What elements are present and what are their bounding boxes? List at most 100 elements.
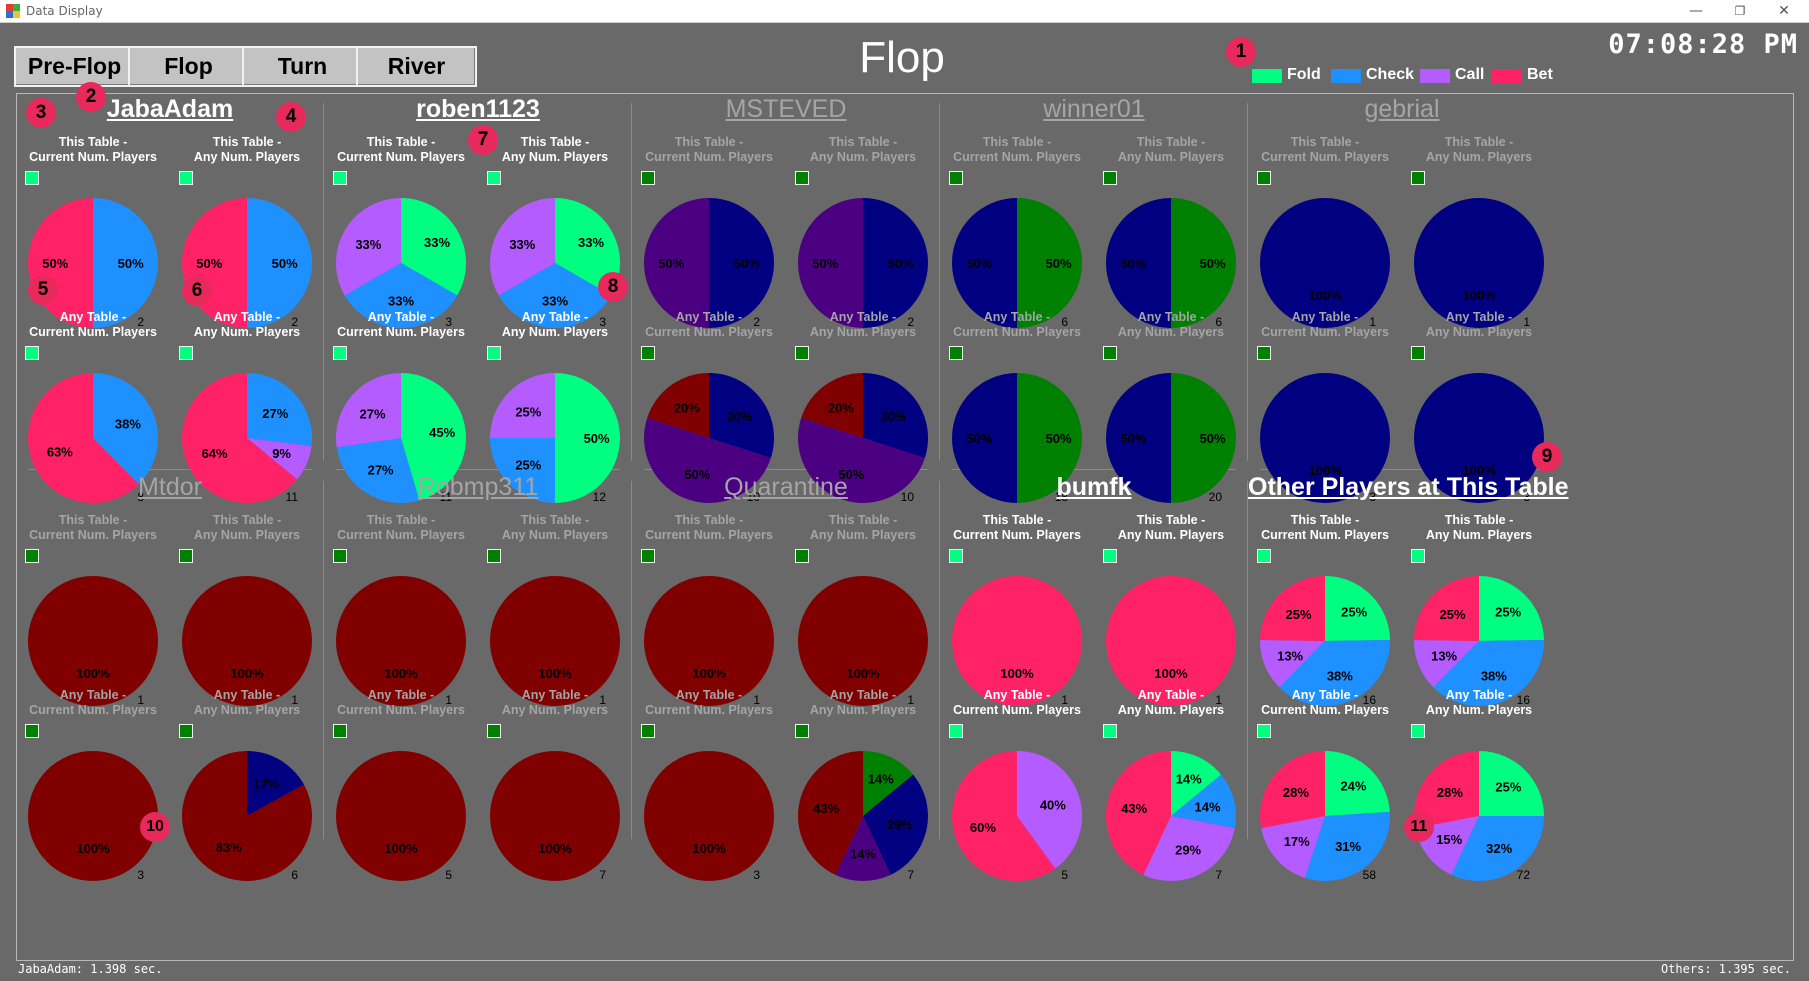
pie-slice-label: 100% — [692, 666, 726, 681]
player-name[interactable]: Robmp311 — [417, 473, 539, 501]
pie-slice-label: 38% — [115, 417, 141, 432]
street-button-river[interactable]: River — [356, 46, 477, 87]
pie-slice-label: 100% — [538, 841, 572, 856]
pie-slice-label: 50% — [1046, 256, 1072, 271]
player-name[interactable]: MSTEVED — [725, 95, 847, 123]
include-checkbox[interactable] — [1411, 171, 1425, 185]
include-checkbox[interactable] — [949, 346, 963, 360]
pie-chart: 100% — [1260, 373, 1390, 503]
street-button-pre-flop[interactable]: Pre-Flop — [14, 46, 135, 87]
include-checkbox[interactable] — [795, 549, 809, 563]
include-checkbox[interactable] — [949, 549, 963, 563]
pie-chart: 100% — [1260, 198, 1390, 328]
minimize-button[interactable]: — — [1689, 3, 1703, 19]
player-name[interactable]: gebrial — [1364, 95, 1440, 123]
sample-count: 58 — [1362, 868, 1376, 882]
stat-cell-title-line: Current Num. Players — [337, 325, 465, 339]
sample-count: 2 — [137, 315, 144, 329]
pie-slice-label: 14% — [1195, 800, 1221, 815]
include-checkbox[interactable] — [641, 724, 655, 738]
pie-chart: 50% 50% — [182, 198, 312, 328]
restore-button[interactable]: ❐ — [1734, 4, 1746, 18]
include-checkbox[interactable] — [1411, 724, 1425, 738]
include-checkbox[interactable] — [333, 549, 347, 563]
include-checkbox[interactable] — [25, 171, 39, 185]
stat-cell-title-line: Any Table - — [521, 310, 589, 324]
pie-slice-call — [798, 417, 925, 503]
stat-cell-title: Any Table - Current Num. Players — [1248, 310, 1402, 340]
include-checkbox[interactable] — [1257, 549, 1271, 563]
sample-count: 3 — [753, 868, 760, 882]
player-name[interactable]: roben1123 — [416, 95, 540, 123]
include-checkbox[interactable] — [487, 346, 501, 360]
include-checkbox[interactable] — [179, 549, 193, 563]
include-checkbox[interactable] — [1411, 346, 1425, 360]
pie-slice-call — [247, 438, 312, 480]
pie-slice-label: 100% — [76, 841, 110, 856]
include-checkbox[interactable] — [25, 549, 39, 563]
include-checkbox[interactable] — [333, 346, 347, 360]
pie-slice-label: 27% — [368, 463, 394, 478]
include-checkbox[interactable] — [641, 549, 655, 563]
pie-chart: 100% — [644, 576, 774, 706]
pie-slice-check — [952, 198, 1017, 328]
pie-slice-bet — [644, 576, 774, 706]
include-checkbox[interactable] — [179, 724, 193, 738]
include-checkbox[interactable] — [25, 346, 39, 360]
include-checkbox[interactable] — [641, 171, 655, 185]
pie-slice-label: 28% — [1437, 785, 1463, 800]
stat-cell: Any Table - Any Num. Players 100% 7 — [478, 688, 632, 888]
include-checkbox[interactable] — [1411, 549, 1425, 563]
include-checkbox[interactable] — [949, 171, 963, 185]
street-button-flop[interactable]: Flop — [128, 46, 249, 87]
sample-count: 1 — [291, 693, 298, 707]
street-button-turn[interactable]: Turn — [242, 46, 363, 87]
include-checkbox[interactable] — [1103, 346, 1117, 360]
pie-chart: 100% — [798, 576, 928, 706]
include-checkbox[interactable] — [795, 171, 809, 185]
include-checkbox[interactable] — [795, 724, 809, 738]
include-checkbox[interactable] — [641, 346, 655, 360]
pie-chart: 30% 50% 20% — [798, 373, 928, 503]
stat-cell: This Table - Current Num. Players 100% 1 — [940, 513, 1094, 713]
include-checkbox[interactable] — [1103, 549, 1117, 563]
include-checkbox[interactable] — [949, 724, 963, 738]
pie-chart: 100% — [1414, 373, 1544, 503]
include-checkbox[interactable] — [179, 171, 193, 185]
include-checkbox[interactable] — [487, 549, 501, 563]
include-checkbox[interactable] — [487, 724, 501, 738]
include-checkbox[interactable] — [487, 171, 501, 185]
include-checkbox[interactable] — [1257, 171, 1271, 185]
pie-slice-label: 50% — [1120, 431, 1146, 446]
include-checkbox[interactable] — [1103, 171, 1117, 185]
stat-cell-title-line: Current Num. Players — [645, 150, 773, 164]
pie-slice-label: 25% — [515, 458, 541, 473]
include-checkbox[interactable] — [795, 346, 809, 360]
include-checkbox[interactable] — [333, 724, 347, 738]
stat-cell-title: This Table - Current Num. Players — [324, 513, 478, 543]
stat-cell-title: Any Table - Current Num. Players — [324, 688, 478, 718]
include-checkbox[interactable] — [1257, 346, 1271, 360]
include-checkbox[interactable] — [1257, 724, 1271, 738]
player-name[interactable]: JabaAdam — [106, 95, 234, 123]
pie-slice-check — [1451, 816, 1544, 881]
player-name[interactable]: bumfk — [1056, 473, 1132, 501]
include-checkbox[interactable] — [25, 724, 39, 738]
pie-slice-label: 100% — [230, 666, 264, 681]
pie-slice-label: 14% — [850, 847, 876, 862]
close-button[interactable]: ✕ — [1778, 3, 1790, 19]
stat-cell-title: This Table - Current Num. Players — [632, 135, 786, 165]
include-checkbox[interactable] — [333, 171, 347, 185]
sample-count: 8 — [137, 490, 144, 504]
player-name[interactable]: Other Players at This Table — [1248, 473, 1569, 501]
player-name[interactable]: Quarantine — [724, 473, 848, 501]
stat-cell: Any Table - Current Num. Players 100% 3 — [1248, 310, 1402, 510]
stat-cell: This Table - Current Num. Players 50% 50% 6 — [940, 135, 1094, 335]
legend-swatch — [1420, 69, 1450, 83]
include-checkbox[interactable] — [1103, 724, 1117, 738]
legend-swatch — [1331, 69, 1361, 83]
pie-slice-fold — [1171, 751, 1222, 816]
include-checkbox[interactable] — [179, 346, 193, 360]
player-name[interactable]: Mtdor — [138, 473, 202, 501]
player-name[interactable]: winner01 — [1043, 95, 1145, 123]
